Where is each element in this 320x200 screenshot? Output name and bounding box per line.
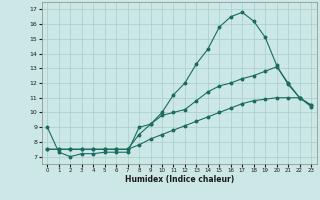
X-axis label: Humidex (Indice chaleur): Humidex (Indice chaleur) — [124, 175, 234, 184]
